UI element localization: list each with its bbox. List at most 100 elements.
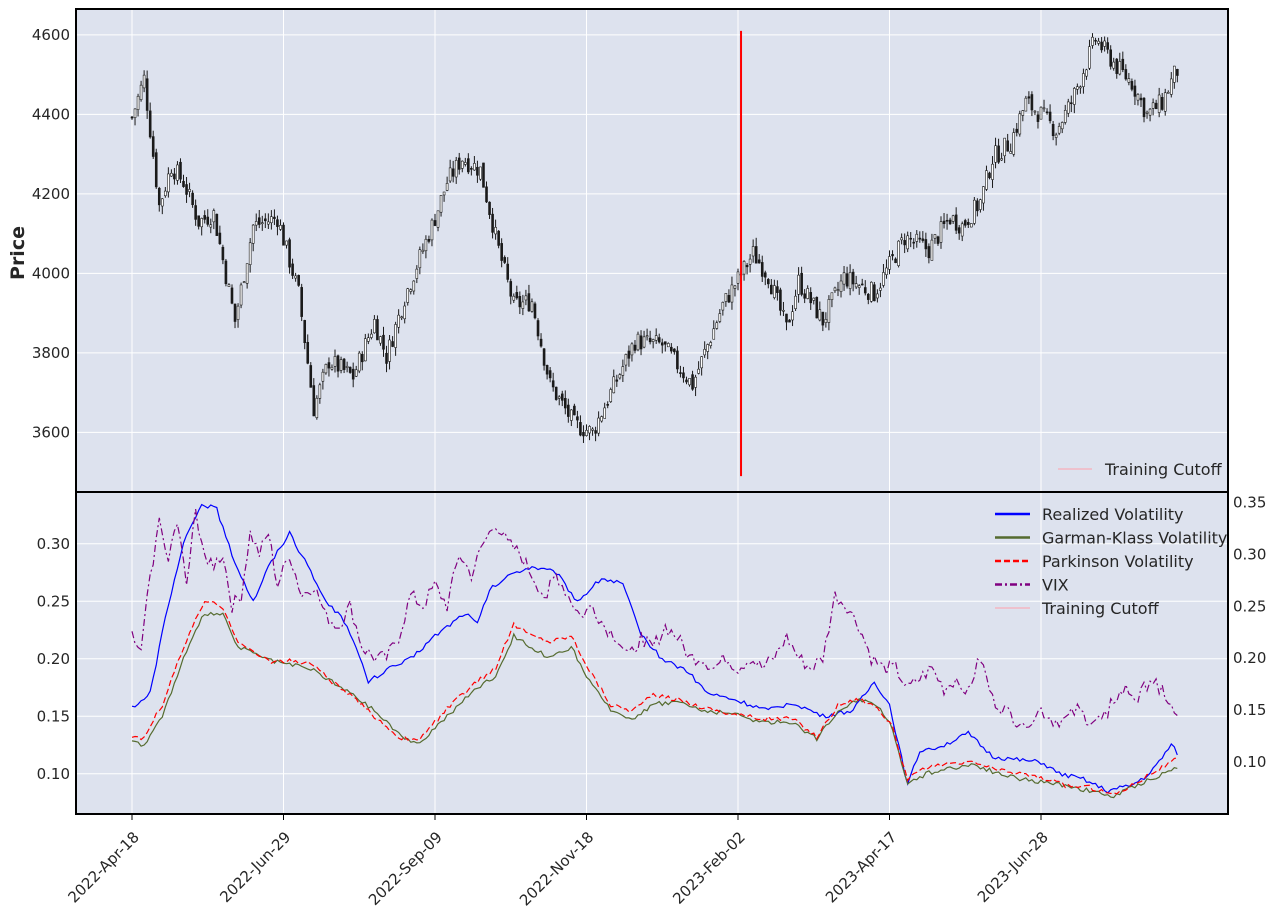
candle-body (185, 184, 188, 195)
candle-body (542, 348, 546, 366)
candle-body (254, 221, 258, 226)
candle-body (1124, 69, 1128, 80)
candle-body (591, 428, 594, 431)
candle-body (663, 341, 667, 345)
price-panel-background (76, 9, 1228, 492)
candle-body (324, 364, 328, 374)
price-candles (130, 33, 1179, 443)
candle-body (442, 191, 446, 196)
candle-body (224, 260, 228, 285)
candle-body (473, 163, 476, 171)
candle-body (579, 422, 582, 436)
series-line-parkinson-volatility (131, 600, 1178, 795)
candle-body (930, 239, 934, 261)
candle-body (218, 232, 222, 244)
candle-body (206, 216, 210, 225)
candle-body (494, 227, 497, 235)
candle-body (267, 221, 270, 225)
candle-body (130, 116, 134, 119)
candle-body (463, 162, 467, 165)
candle-body (706, 344, 710, 352)
volatility-left-y-tick-label: 0.20 (37, 650, 70, 668)
candle-body (306, 341, 310, 364)
candle-body (212, 210, 216, 223)
candle-body (1042, 107, 1046, 110)
candle-body (836, 289, 840, 291)
candle-body (933, 234, 937, 239)
candle-body (751, 246, 755, 257)
candle-body (521, 301, 525, 309)
candle-body (851, 271, 855, 285)
candle-body (582, 432, 585, 437)
candle-body (282, 224, 285, 246)
candle-body (691, 374, 694, 390)
candle-body (894, 258, 897, 263)
candle-body (945, 219, 949, 222)
candle-body (776, 286, 779, 293)
candle-body (1045, 111, 1049, 114)
candle-body (857, 285, 861, 288)
candle-body (700, 356, 703, 369)
candle-body (1063, 110, 1067, 123)
candle-body (260, 222, 264, 225)
series-line-garman-klass-volatility (131, 611, 1178, 799)
candle-body (506, 263, 510, 280)
candle-body (1030, 94, 1034, 111)
candle-body (333, 356, 337, 367)
candle-body (445, 183, 449, 191)
candle-body (554, 386, 558, 400)
candle-body (818, 309, 822, 321)
candle-body (142, 74, 146, 89)
candle-body (779, 289, 782, 311)
candle-body (597, 417, 600, 434)
candle-body (730, 284, 734, 303)
candle-body (291, 263, 294, 276)
candle-body (909, 237, 913, 240)
candle-body (963, 220, 967, 226)
candle-body (679, 372, 682, 374)
candle-body (370, 333, 373, 338)
candle-body (876, 293, 879, 299)
candle-body (227, 284, 231, 287)
price-y-tick-label: 4400 (32, 105, 70, 123)
candle-body (1012, 132, 1016, 155)
volatility-panel-frame (75, 491, 1229, 815)
candle-body (645, 335, 649, 338)
x-tick-label: 2023-Feb-02 (669, 828, 749, 908)
candle-body (139, 84, 143, 100)
candle-body (954, 214, 958, 231)
legend-label: Training Cutoff (1041, 599, 1160, 618)
candle-body (830, 292, 834, 300)
candle-body (285, 240, 288, 246)
candle-body (133, 108, 137, 118)
candle-body (221, 246, 225, 261)
candle-body (773, 285, 776, 298)
candle-body (957, 227, 961, 234)
candle-body (697, 368, 700, 374)
candle-body (997, 145, 1000, 163)
volatility-legend: Realized Volatility Garman-Klass Volatili… (995, 505, 1227, 618)
candle-body (612, 376, 616, 394)
candle-body (833, 287, 837, 292)
candle-body (509, 281, 513, 297)
candle-body (676, 350, 679, 370)
candle-body (718, 313, 722, 322)
candle-body (385, 352, 388, 364)
candle-body (1079, 86, 1082, 89)
candle-body (342, 358, 346, 370)
x-tick-label: 2023-Apr-17 (822, 828, 900, 906)
candle-body (476, 166, 479, 176)
candle-body (451, 168, 455, 177)
candle-body (936, 236, 940, 244)
candle-body (1091, 36, 1094, 46)
candle-body (1076, 86, 1079, 90)
candle-body (654, 335, 658, 341)
candle-body (1151, 102, 1155, 109)
candle-body (348, 366, 352, 373)
candle-body (273, 216, 276, 219)
candle-body (682, 372, 685, 379)
candle-body (824, 319, 828, 323)
price-y-tick-label: 4000 (32, 264, 70, 282)
candle-body (900, 237, 903, 241)
candle-body (588, 426, 591, 434)
